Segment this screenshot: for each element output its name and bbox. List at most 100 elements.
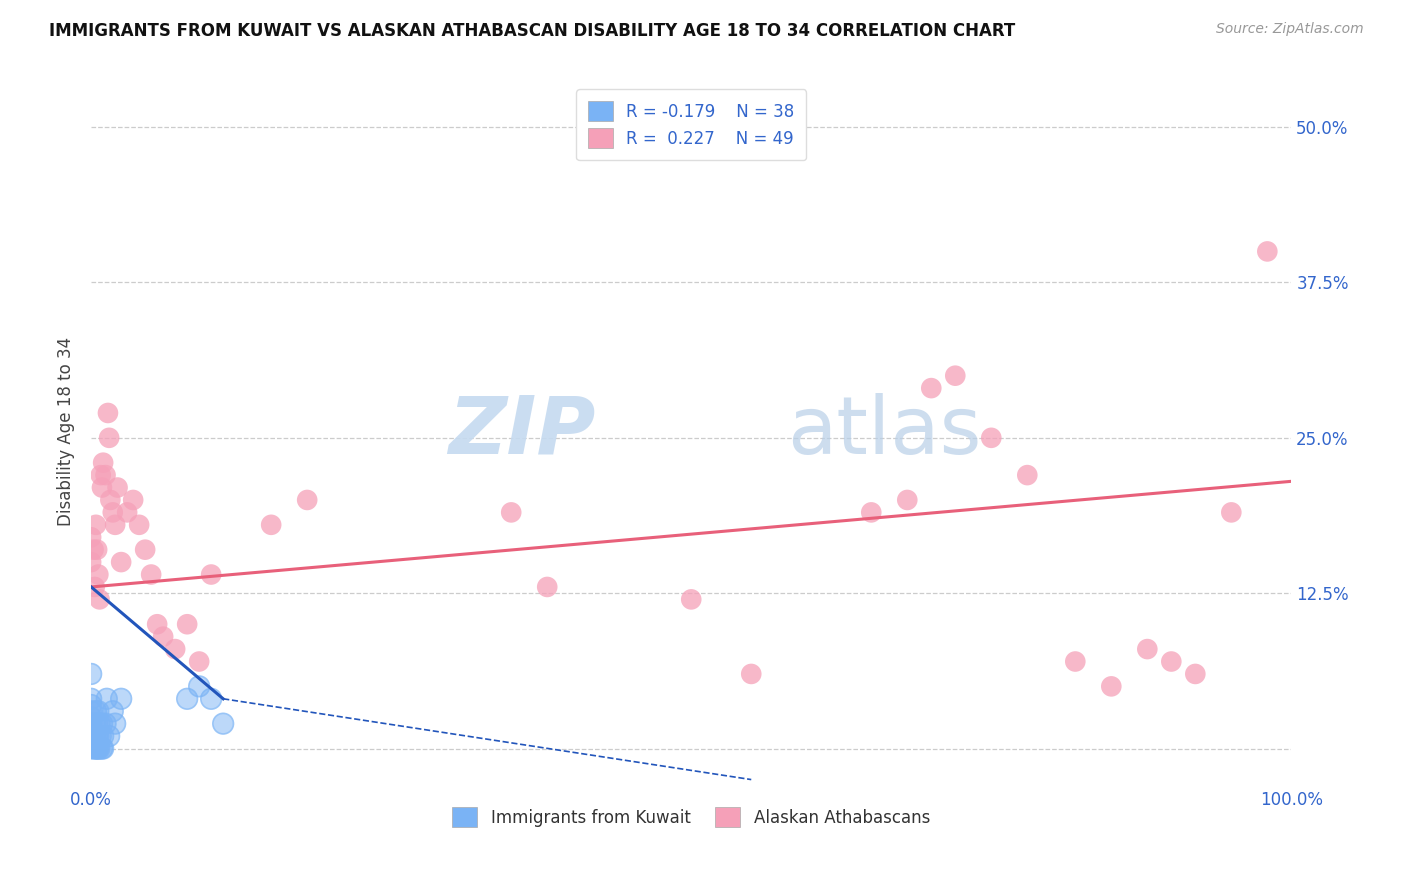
Point	[80, 723, 103, 737]
Point	[1220, 505, 1243, 519]
Point	[80, 667, 103, 681]
Point	[101, 704, 124, 718]
Point	[80, 691, 103, 706]
Point	[1099, 679, 1122, 693]
Point	[165, 642, 187, 657]
Point	[86, 741, 108, 756]
Point	[86, 716, 108, 731]
Point	[91, 716, 114, 731]
Point	[89, 716, 111, 731]
Point	[86, 729, 108, 743]
Point	[860, 505, 883, 519]
Point	[107, 481, 129, 495]
Point	[115, 505, 138, 519]
Point	[86, 542, 108, 557]
Point	[89, 741, 111, 756]
Point	[83, 741, 105, 756]
Point	[740, 667, 762, 681]
Point	[200, 691, 222, 706]
Point	[536, 580, 558, 594]
Point	[96, 691, 118, 706]
Point	[87, 704, 110, 718]
Point	[90, 729, 112, 743]
Point	[83, 716, 105, 731]
Point	[80, 698, 103, 712]
Point	[91, 741, 114, 756]
Point	[90, 468, 112, 483]
Point	[83, 716, 105, 731]
Point	[83, 542, 105, 557]
Point	[83, 729, 105, 743]
Point	[91, 741, 114, 756]
Point	[87, 729, 110, 743]
Point	[110, 691, 132, 706]
Point	[89, 741, 111, 756]
Point	[920, 381, 942, 395]
Point	[80, 704, 103, 718]
Point	[86, 716, 108, 731]
Point	[97, 406, 120, 420]
Point	[80, 723, 103, 737]
Point	[91, 741, 114, 756]
Point	[91, 716, 114, 731]
Point	[80, 530, 103, 544]
Point	[146, 617, 169, 632]
Point	[295, 492, 318, 507]
Point	[84, 741, 107, 756]
Point	[128, 517, 150, 532]
Point	[90, 729, 112, 743]
Point	[91, 741, 114, 756]
Point	[87, 741, 110, 756]
Point	[87, 567, 110, 582]
Point	[87, 704, 110, 718]
Point	[501, 505, 523, 519]
Point	[1256, 244, 1278, 259]
Point	[84, 741, 107, 756]
Point	[94, 716, 117, 731]
Point	[83, 580, 105, 594]
Point	[200, 691, 222, 706]
Point	[1184, 667, 1206, 681]
Point	[80, 704, 103, 718]
Point	[91, 456, 114, 470]
Point	[110, 555, 132, 569]
Point	[80, 698, 103, 712]
Text: atlas: atlas	[787, 392, 981, 471]
Point	[80, 735, 103, 749]
Point	[176, 691, 198, 706]
Point	[87, 741, 110, 756]
Text: Source: ZipAtlas.com: Source: ZipAtlas.com	[1216, 22, 1364, 37]
Point	[110, 691, 132, 706]
Point	[1160, 655, 1182, 669]
Y-axis label: Disability Age 18 to 34: Disability Age 18 to 34	[58, 337, 75, 526]
Point	[80, 741, 103, 756]
Text: IMMIGRANTS FROM KUWAIT VS ALASKAN ATHABASCAN DISABILITY AGE 18 TO 34 CORRELATION: IMMIGRANTS FROM KUWAIT VS ALASKAN ATHABA…	[49, 22, 1015, 40]
Point	[188, 679, 211, 693]
Point	[84, 704, 107, 718]
Point	[943, 368, 966, 383]
Point	[80, 691, 103, 706]
Point	[89, 592, 111, 607]
Point	[141, 567, 163, 582]
Point	[80, 729, 103, 743]
Point	[896, 492, 918, 507]
Point	[101, 505, 124, 519]
Point	[98, 729, 121, 743]
Point	[94, 716, 117, 731]
Point	[94, 468, 117, 483]
Point	[89, 716, 111, 731]
Point	[212, 716, 235, 731]
Point	[1136, 642, 1159, 657]
Point	[188, 655, 211, 669]
Point	[122, 492, 145, 507]
Point	[176, 617, 198, 632]
Point	[91, 729, 114, 743]
Point	[104, 716, 127, 731]
Point	[87, 729, 110, 743]
Point	[83, 729, 105, 743]
Point	[188, 679, 211, 693]
Point	[96, 691, 118, 706]
Point	[80, 710, 103, 724]
Point	[80, 735, 103, 749]
Point	[98, 492, 121, 507]
